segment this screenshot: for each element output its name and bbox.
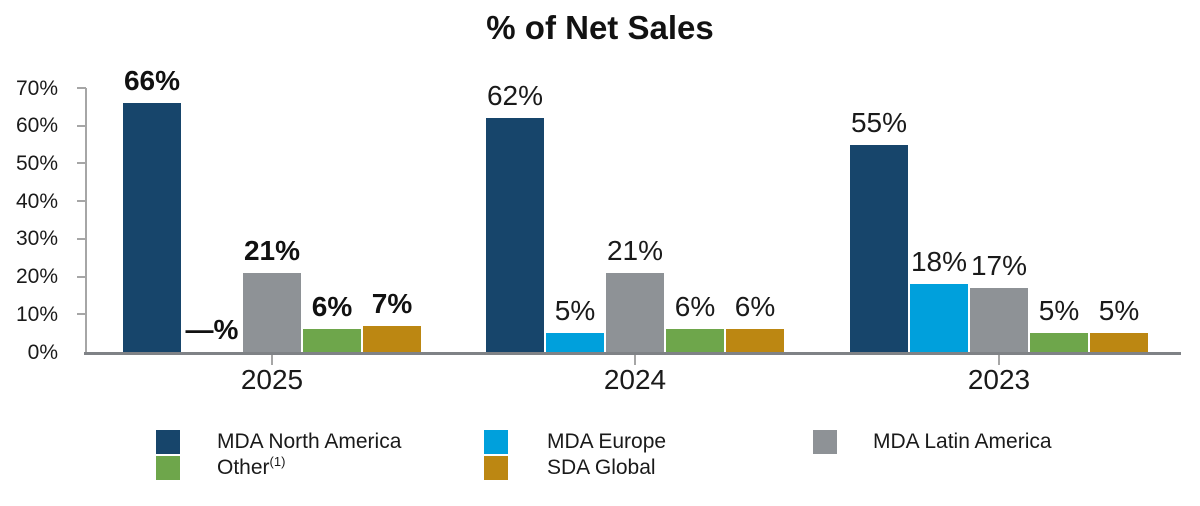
bar-value-label: 7% <box>371 287 413 319</box>
legend-footnote-marker: (1) <box>269 454 286 469</box>
bar-value-label: 6% <box>734 291 776 323</box>
bar-value-label: 6% <box>674 291 716 323</box>
y-axis-tick <box>77 124 86 127</box>
bar-mda-latin-america-2023 <box>969 287 1029 352</box>
bar-value-label: 6% <box>311 291 353 323</box>
bar-mda-europe-2024 <box>545 333 605 352</box>
bar-mda-europe-2023 <box>909 284 969 352</box>
x-axis-tick <box>271 355 273 365</box>
bar-other-1--2023 <box>1029 333 1089 352</box>
y-axis-tick <box>77 162 86 165</box>
y-axis-tick-label: 0% <box>27 340 58 364</box>
bar-value-label: 17% <box>970 249 1028 281</box>
bar-sda-global-2024 <box>725 329 785 352</box>
bar-sda-global-2023 <box>1089 333 1149 352</box>
legend-swatch-sda-global <box>484 456 508 480</box>
y-axis-tick <box>77 275 86 278</box>
y-axis-tick <box>77 313 86 316</box>
y-axis-tick <box>77 237 86 240</box>
legend-swatch-other <box>156 456 180 480</box>
legend-label-mda-europe: MDA Europe <box>547 430 667 453</box>
bar-mda-north-america-2024 <box>485 118 545 352</box>
y-axis-line <box>85 88 87 352</box>
y-axis-tick-label: 10% <box>15 302 58 326</box>
x-axis-tick <box>998 355 1000 365</box>
legend-label-other: Other(1) <box>217 454 286 479</box>
bar-sda-global-2025 <box>362 325 422 352</box>
legend-swatch-mda-north-america <box>156 430 180 454</box>
legend-label-sda-global: SDA Global <box>547 456 656 479</box>
legend-swatch-mda-europe <box>484 430 508 454</box>
bar-mda-north-america-2025 <box>122 103 182 352</box>
bar-value-label: 5% <box>554 295 596 327</box>
y-axis-tick-label: 60% <box>15 114 58 138</box>
x-axis-category-label: 2024 <box>603 364 667 395</box>
y-axis-tick-label: 30% <box>15 227 58 251</box>
x-axis-tick <box>634 355 636 365</box>
bar-mda-latin-america-2025 <box>242 272 302 352</box>
bar-mda-north-america-2023 <box>849 144 909 352</box>
y-axis-tick-label: 50% <box>15 151 58 175</box>
bar-value-label: 21% <box>243 234 301 266</box>
bar-value-label: 18% <box>910 246 968 278</box>
bar-value-label: 21% <box>606 234 664 266</box>
bar-other-1--2025 <box>302 329 362 352</box>
bar-value-label: 5% <box>1098 295 1140 327</box>
y-axis-tick <box>77 87 86 89</box>
legend-label-mda-latin-america: MDA Latin America <box>873 430 1052 453</box>
bar-mda-latin-america-2024 <box>605 272 665 352</box>
x-axis-category-label: 2023 <box>967 364 1031 395</box>
bar-value-label: —% <box>185 314 239 345</box>
x-axis-category-label: 2025 <box>240 364 304 395</box>
x-axis-line <box>84 352 1181 355</box>
bar-value-label: 62% <box>486 80 544 112</box>
legend-label-mda-north-america: MDA North America <box>217 430 402 453</box>
bar-other-1--2024 <box>665 329 725 352</box>
bar-value-label: 5% <box>1038 295 1080 327</box>
y-axis-tick-label: 40% <box>15 189 58 213</box>
bar-value-label: 55% <box>850 106 908 138</box>
bar-value-label: 66% <box>123 65 181 97</box>
y-axis-tick <box>77 200 86 203</box>
y-axis-tick-label: 70% <box>15 76 58 100</box>
legend-swatch-mda-latin-america <box>813 430 837 454</box>
chart-title: % of Net Sales <box>486 9 714 46</box>
y-axis-tick-label: 20% <box>15 265 58 289</box>
